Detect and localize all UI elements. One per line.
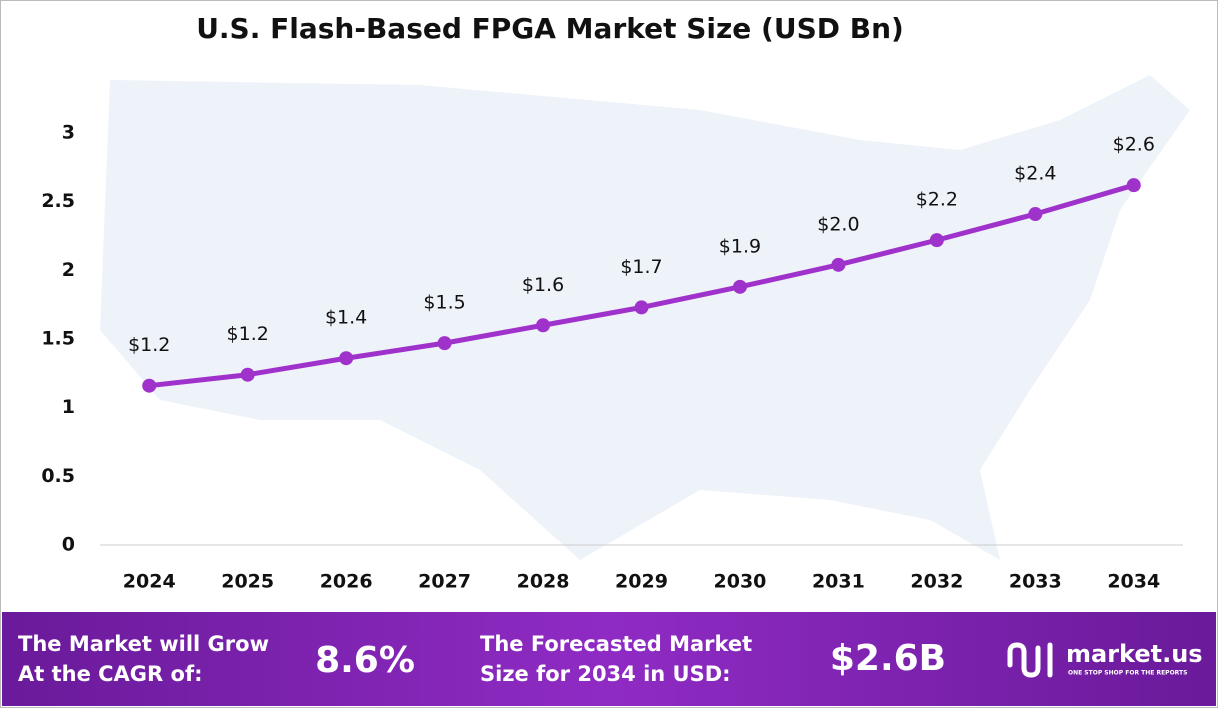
x-tick-label: 2034 bbox=[1107, 571, 1160, 593]
forecast-label: The Forecasted Market bbox=[480, 632, 752, 656]
x-tick-label: 2033 bbox=[1009, 571, 1062, 593]
brand: market.us bbox=[1066, 640, 1203, 668]
data-label: $1.6 bbox=[522, 274, 564, 296]
marker bbox=[339, 351, 354, 366]
data-label: $2.2 bbox=[916, 189, 958, 211]
data-label: $2.6 bbox=[1113, 134, 1155, 156]
tagline: ONE STOP SHOP FOR THE REPORTS bbox=[1068, 670, 1187, 677]
x-tick-label: 2032 bbox=[910, 571, 963, 593]
y-tick-label: 2 bbox=[62, 259, 75, 281]
footer-band bbox=[2, 612, 1216, 706]
y-tick-label: 0 bbox=[62, 534, 75, 556]
cagr-label: The Market will Grow bbox=[18, 632, 269, 656]
y-tick-label: 0.5 bbox=[41, 465, 75, 487]
x-tick-label: 2029 bbox=[615, 571, 668, 593]
x-tick-label: 2026 bbox=[320, 571, 373, 593]
map-background bbox=[100, 75, 1190, 560]
logo-icon bbox=[1007, 642, 1053, 678]
data-label: $1.9 bbox=[719, 235, 761, 257]
forecast-label: Size for 2034 in USD: bbox=[480, 662, 731, 686]
y-tick-label: 1 bbox=[62, 396, 75, 418]
cagr-value: 8.6% bbox=[315, 640, 415, 681]
data-label: $1.4 bbox=[325, 307, 367, 329]
data-label: $1.7 bbox=[620, 256, 662, 278]
marker bbox=[1028, 207, 1043, 222]
forecast-value: $2.6B bbox=[830, 638, 946, 679]
marker bbox=[732, 279, 747, 294]
y-tick-label: 3 bbox=[62, 122, 75, 144]
x-tick-label: 2027 bbox=[418, 571, 471, 593]
y-tick-label: 2.5 bbox=[41, 190, 75, 212]
data-label: $2.4 bbox=[1014, 163, 1056, 185]
marker bbox=[929, 233, 944, 248]
marker bbox=[634, 300, 649, 315]
cagr-label: At the CAGR of: bbox=[18, 662, 203, 686]
data-label: $1.2 bbox=[227, 323, 269, 345]
marker bbox=[142, 378, 157, 393]
chart-title: U.S. Flash-Based FPGA Market Size (USD B… bbox=[196, 12, 904, 45]
marker bbox=[831, 257, 846, 272]
marker bbox=[437, 336, 452, 351]
marker bbox=[536, 318, 551, 333]
x-tick-label: 2028 bbox=[517, 571, 570, 593]
marker bbox=[1126, 178, 1141, 193]
data-label: $1.2 bbox=[128, 334, 170, 356]
y-tick-label: 1.5 bbox=[41, 328, 75, 350]
x-tick-label: 2031 bbox=[812, 571, 865, 593]
x-tick-label: 2030 bbox=[714, 571, 767, 593]
data-label: $1.5 bbox=[423, 292, 465, 314]
x-tick-label: 2024 bbox=[123, 571, 176, 593]
data-label: $2.0 bbox=[817, 213, 859, 235]
marker bbox=[240, 367, 255, 382]
plot: 0 0.5 1 1.5 2 2.5 3 2024 2025 2026 2027 2028 2029 203… bbox=[41, 122, 1160, 593]
x-tick-label: 2025 bbox=[221, 571, 274, 593]
